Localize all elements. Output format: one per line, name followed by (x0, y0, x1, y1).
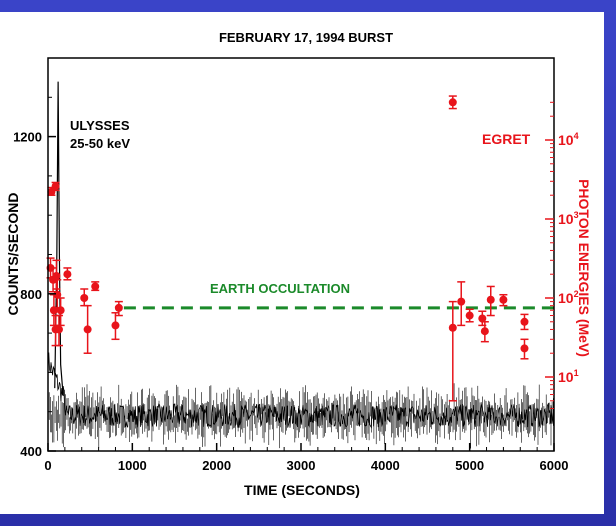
egret-point (56, 297, 65, 327)
y-tick-label: 400 (20, 444, 42, 459)
x-tick-label: 6000 (540, 458, 569, 473)
egret-label: EGRET (482, 131, 531, 147)
y2-axis-ticks: 101 102 103 104 (545, 101, 579, 409)
egret-point (111, 312, 120, 341)
x-tick-label: 1000 (118, 458, 147, 473)
y-tick-label: 1200 (13, 130, 42, 145)
egret-marker (56, 306, 65, 315)
egret-marker (114, 303, 123, 312)
plot-frame (47, 57, 555, 452)
egret-marker (54, 325, 63, 334)
egret-marker (486, 295, 495, 304)
y2-tick-label: 101 (558, 368, 579, 385)
egret-point (52, 259, 61, 290)
egret-marker (91, 282, 100, 291)
egret-point (480, 321, 489, 343)
egret-marker (520, 317, 529, 326)
y-axis-title: COUNTS/SECOND (5, 193, 21, 316)
y2-tick-label: 102 (558, 289, 579, 306)
egret-point (457, 281, 466, 327)
egret-marker (465, 311, 474, 320)
egret-point (448, 95, 457, 110)
ulysses-label-line1: ULYSSES (70, 118, 130, 133)
egret-point (51, 181, 60, 192)
x-tick-label: 5000 (455, 458, 484, 473)
egret-marker (49, 306, 58, 315)
chart-title: FEBRUARY 17, 1994 BURST (219, 30, 393, 45)
egret-marker (80, 294, 89, 302)
egret-marker (83, 325, 92, 334)
egret-marker (457, 297, 466, 306)
egret-point (63, 267, 72, 281)
egret-marker (111, 321, 120, 330)
egret-marker (499, 295, 508, 304)
ulysses-label-line2: 25-50 keV (70, 136, 130, 151)
egret-point (486, 285, 495, 317)
egret-point (499, 293, 508, 307)
y2-tick-label: 103 (558, 210, 579, 227)
egret-marker (63, 270, 72, 279)
y-tick-label: 800 (20, 287, 42, 302)
y-axis-ticks: 400 800 1200 (13, 96, 56, 459)
y2-axis-title: PHOTON ENERGIES (MeV) (576, 179, 592, 357)
egret-point (54, 314, 63, 347)
egret-marker (51, 182, 60, 191)
egret-marker (478, 314, 487, 323)
egret-point (80, 288, 89, 307)
egret-point (520, 338, 529, 360)
egret-marker (448, 323, 457, 332)
egret-point (520, 313, 529, 331)
egret-point (83, 304, 92, 354)
egret-point (465, 308, 474, 323)
x-tick-label: 4000 (371, 458, 400, 473)
egret-point (49, 293, 58, 327)
egret-marker (480, 327, 489, 336)
ulysses-errorbars (47, 383, 554, 449)
egret-marker (448, 98, 457, 107)
y2-tick-label: 104 (558, 131, 579, 148)
egret-point (448, 300, 457, 402)
x-tick-label: 0 (44, 458, 51, 473)
earth-occultation-label: EARTH OCCULTATION (210, 281, 350, 296)
ulysses-burst-spike (54, 81, 64, 397)
chart-panel (0, 12, 604, 514)
x-axis-title: TIME (SECONDS) (244, 482, 360, 498)
x-axis-ticks: 0 1000 2000 3000 4000 5000 6000 (44, 443, 568, 473)
egret-marker (520, 344, 529, 353)
x-tick-label: 3000 (287, 458, 316, 473)
x-tick-label: 2000 (202, 458, 231, 473)
egret-point (91, 281, 100, 292)
egret-marker (52, 271, 61, 280)
